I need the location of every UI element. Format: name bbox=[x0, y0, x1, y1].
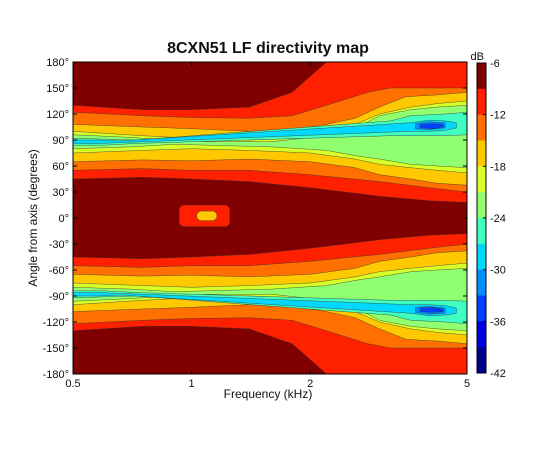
colorbar-segment bbox=[477, 114, 486, 141]
colorbar: -6 -12 -18 -24 -30 -36 -42 bbox=[476, 58, 506, 380]
x-tick-label: 2 bbox=[307, 378, 313, 390]
colorbar-segment bbox=[477, 218, 486, 245]
colorbar-tick-label: -42 bbox=[490, 368, 506, 380]
y-tick-label: -90° bbox=[49, 291, 69, 303]
colorbar-segment bbox=[477, 295, 486, 322]
colorbar-tick-label: -24 bbox=[490, 213, 506, 225]
colorbar-segment bbox=[477, 269, 486, 296]
colorbar-tick-label: -12 bbox=[490, 110, 506, 122]
y-tick-label: 90° bbox=[52, 135, 69, 147]
y-axis-title: Angle from axis (degrees) bbox=[26, 149, 40, 286]
y-tick-label: 60° bbox=[52, 161, 69, 173]
plot-area bbox=[72, 61, 468, 375]
colorbar-segment bbox=[477, 192, 486, 219]
y-tick-label: -120° bbox=[43, 317, 69, 329]
colorbar-segment bbox=[477, 140, 486, 167]
colorbar-tick-label: -6 bbox=[490, 58, 500, 70]
colorbar-segment bbox=[477, 166, 486, 193]
y-tick-label: 150° bbox=[46, 83, 69, 95]
x-tick-label: 0.5 bbox=[65, 378, 80, 390]
contour-band-pos-21 bbox=[73, 105, 467, 168]
colorbar-tick-label: -30 bbox=[490, 265, 506, 277]
colorbar-segment bbox=[477, 88, 486, 116]
contour-band-pos-27 bbox=[73, 119, 457, 144]
colorbar-tick-label: -18 bbox=[490, 161, 506, 173]
x-axis-title: Frequency (kHz) bbox=[224, 387, 313, 401]
y-tick-label: 180° bbox=[46, 57, 69, 69]
colorbar-segment bbox=[477, 321, 486, 348]
contour-band-neg-21 bbox=[73, 268, 467, 331]
y-tick-label: -150° bbox=[43, 343, 69, 355]
y-axis-ticks: 180° 150° 120° 90° 60° 30° 0° -30° -60° -90° -120°… bbox=[43, 57, 467, 381]
y-tick-label: -180° bbox=[43, 369, 69, 381]
colorbar-segment bbox=[477, 243, 486, 271]
contour-band-pos-33 bbox=[419, 123, 444, 129]
chart-title: 8CXN51 LF directivity map bbox=[167, 40, 369, 57]
colorbar-segment bbox=[477, 347, 486, 374]
y-tick-label: -30° bbox=[49, 239, 69, 251]
colorbar-unit-label: dB bbox=[471, 51, 484, 63]
contour-band-neg-33 bbox=[419, 307, 444, 313]
on-axis-contour-12 bbox=[196, 210, 218, 221]
y-tick-label: -60° bbox=[49, 265, 69, 277]
y-tick-label: 120° bbox=[46, 109, 69, 121]
y-tick-label: 30° bbox=[52, 187, 69, 199]
x-tick-label: 1 bbox=[189, 378, 195, 390]
colorbar-segment bbox=[477, 63, 486, 90]
x-tick-label: 5 bbox=[464, 378, 470, 390]
y-tick-label: 0° bbox=[58, 213, 69, 225]
x-axis-ticks: 0.5 1 2 5 bbox=[65, 62, 470, 390]
contour-band-neg-27 bbox=[73, 292, 457, 317]
colorbar-tick-label: -36 bbox=[490, 316, 506, 328]
